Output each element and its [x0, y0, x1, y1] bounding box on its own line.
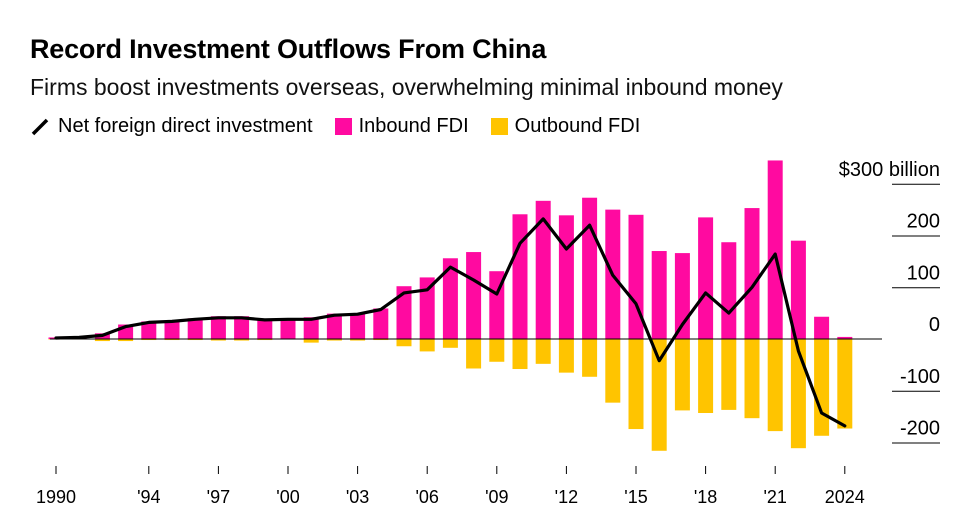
legend-label-inbound: Inbound FDI [358, 115, 469, 137]
y-axis: $300 billion 200 100 0 -100 -200 [839, 159, 940, 440]
outbound-bar [744, 339, 760, 419]
outbound-bar [512, 339, 528, 370]
legend-item-outbound: Outbound FDI [490, 115, 641, 138]
outbound-bar [721, 339, 737, 410]
x-tick-label: '15 [624, 487, 647, 507]
outbound-bar [790, 339, 806, 449]
outbound-bar [373, 339, 389, 341]
outbound-bar [628, 339, 644, 430]
inbound-bar [326, 313, 342, 339]
x-tick-label: 2024 [825, 487, 865, 507]
y-tick-label: 200 [907, 211, 940, 233]
outbound-bar [326, 339, 342, 341]
inbound-bar [790, 240, 806, 339]
x-tick-label: '94 [137, 487, 160, 507]
net-fdi-line [54, 217, 847, 428]
inbound-bar [373, 308, 389, 339]
x-tick-label: '18 [694, 487, 717, 507]
legend-label-outbound: Outbound FDI [514, 115, 641, 137]
outbound-bar [94, 339, 110, 342]
outbound-bar [210, 339, 226, 341]
outbound-bar [605, 339, 621, 403]
x-tick-label: 1990 [36, 487, 76, 507]
outbound-bar [814, 339, 830, 436]
inbound-bar [814, 316, 830, 339]
y-tick-label: -200 [900, 418, 940, 440]
outbound-bar [187, 339, 203, 341]
y-tick-label: -100 [900, 366, 940, 388]
inbound-bar [744, 208, 760, 339]
inbound-bar [558, 215, 574, 339]
legend-label-net: Net foreign direct investment [58, 115, 313, 137]
gridlines [892, 183, 940, 444]
outbound-bar [535, 339, 551, 364]
inbound-bar [350, 313, 366, 339]
outbound-swatch [490, 118, 508, 135]
inbound-bar [767, 160, 783, 339]
outbound-bar [558, 339, 574, 373]
outbound-bar [698, 339, 714, 414]
y-tick-label: $300 billion [839, 159, 940, 181]
chart-subtitle: Firms boost investments overseas, overwh… [30, 74, 783, 100]
outbound-bar [257, 339, 273, 341]
outbound-bar [419, 339, 435, 352]
inbound-bar [651, 251, 667, 339]
outbound-bar [164, 339, 180, 341]
y-tick-label: 0 [929, 314, 940, 336]
chart-title: Record Investment Outflows From China [30, 34, 547, 64]
inbound-bar [280, 318, 296, 339]
inbound-bar [141, 321, 157, 339]
net-line-swatch-icon [31, 118, 49, 135]
inbound-bar [535, 200, 551, 339]
inbound-bar [303, 317, 319, 339]
x-axis: 1990 '94 '97 '00 '03 '06 '09 '12 '15 '18 '21 2024 [36, 466, 865, 507]
inbound-bar [582, 197, 598, 339]
inbound-bar [721, 242, 737, 339]
outbound-bar [466, 339, 482, 369]
y-tick-label: 100 [907, 262, 940, 284]
outbound-bar [118, 339, 134, 342]
x-tick-label: '03 [346, 487, 369, 507]
bars [48, 160, 853, 451]
inbound-bar [698, 217, 714, 339]
x-tick-label: '09 [485, 487, 508, 507]
outbound-bar [303, 339, 319, 343]
inbound-bar [419, 277, 435, 339]
inbound-bar [257, 318, 273, 339]
outbound-bar [141, 339, 157, 341]
outbound-bar [674, 339, 690, 411]
inbound-bar [396, 286, 412, 339]
inbound-bar [210, 316, 226, 339]
net-line [54, 217, 847, 428]
outbound-bar [234, 339, 250, 341]
legend-item-net: Net foreign direct investment [30, 115, 313, 138]
x-tick-label: '00 [276, 487, 299, 507]
outbound-bar [582, 339, 598, 377]
legend: Net foreign direct investment Inbound FD… [30, 115, 662, 138]
inbound-bar [187, 318, 203, 339]
inbound-bar [628, 214, 644, 339]
inbound-bar [164, 320, 180, 339]
inbound-bar [442, 258, 458, 339]
inbound-bar [234, 316, 250, 339]
x-tick-label: '97 [207, 487, 230, 507]
inbound-bar [512, 214, 528, 339]
inbound-swatch [334, 118, 352, 135]
outbound-bar [767, 339, 783, 432]
outbound-bar [837, 339, 853, 429]
legend-item-inbound: Inbound FDI [334, 115, 469, 138]
outbound-bar [350, 339, 366, 341]
x-tick-label: '21 [763, 487, 786, 507]
outbound-bar [442, 339, 458, 348]
x-tick-label: '06 [415, 487, 438, 507]
outbound-bar [396, 339, 412, 347]
inbound-bar [466, 252, 482, 339]
inbound-bar [837, 336, 853, 339]
x-tick-label: '12 [555, 487, 578, 507]
outbound-bar [489, 339, 505, 362]
outbound-bar [651, 339, 667, 451]
